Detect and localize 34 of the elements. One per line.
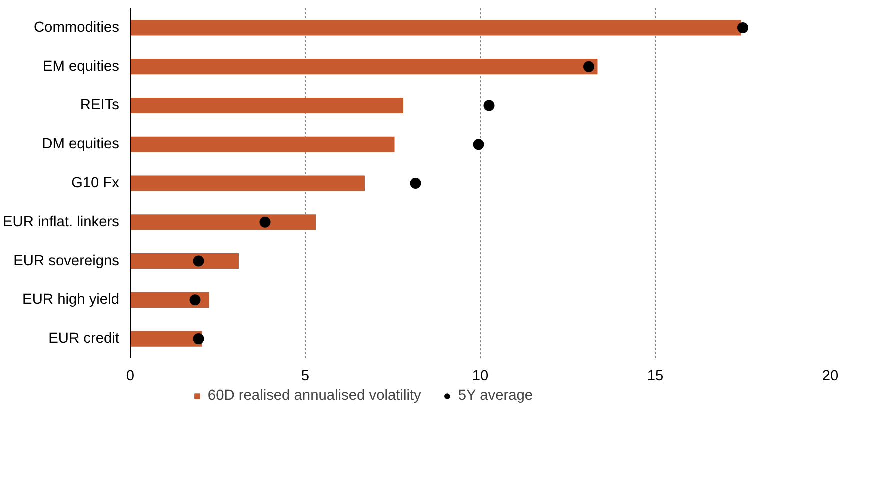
x-tick-label: 0 <box>126 368 135 384</box>
bar <box>130 254 239 270</box>
bar <box>130 292 210 308</box>
y-tick-label: EUR inflat. linkers <box>3 214 120 230</box>
point <box>410 178 422 189</box>
y-tick-label: REITs <box>80 98 120 114</box>
y-tick-label: G10 Fx <box>71 176 120 192</box>
y-tick-label: EUR sovereigns <box>14 253 120 270</box>
y-tick-label: Commodities <box>34 20 120 36</box>
x-tick-label: 20 <box>822 368 839 384</box>
x-tick-label: 15 <box>647 368 664 384</box>
bar <box>130 176 365 192</box>
bar <box>130 59 598 75</box>
point <box>193 256 204 267</box>
y-tick-label: EM equities <box>42 58 120 75</box>
point <box>193 334 204 345</box>
x-tick-label: 10 <box>472 368 489 384</box>
y-tick-label: EUR credit <box>48 331 120 348</box>
bar <box>130 136 395 152</box>
point <box>738 22 748 34</box>
bar <box>130 214 316 230</box>
point <box>190 294 201 306</box>
point <box>584 61 594 72</box>
legend-label: 60D realised annualised volatility <box>208 388 422 404</box>
bar <box>130 20 742 36</box>
legend-label: 5Y average <box>458 388 534 404</box>
y-tick-label: EUR high yield <box>22 292 120 308</box>
point <box>473 139 484 150</box>
bar <box>130 98 404 114</box>
point <box>484 100 495 112</box>
point <box>260 216 271 228</box>
x-tick-label: 5 <box>301 368 310 384</box>
bar <box>130 331 202 347</box>
y-tick-label: DM equities <box>42 136 120 153</box>
